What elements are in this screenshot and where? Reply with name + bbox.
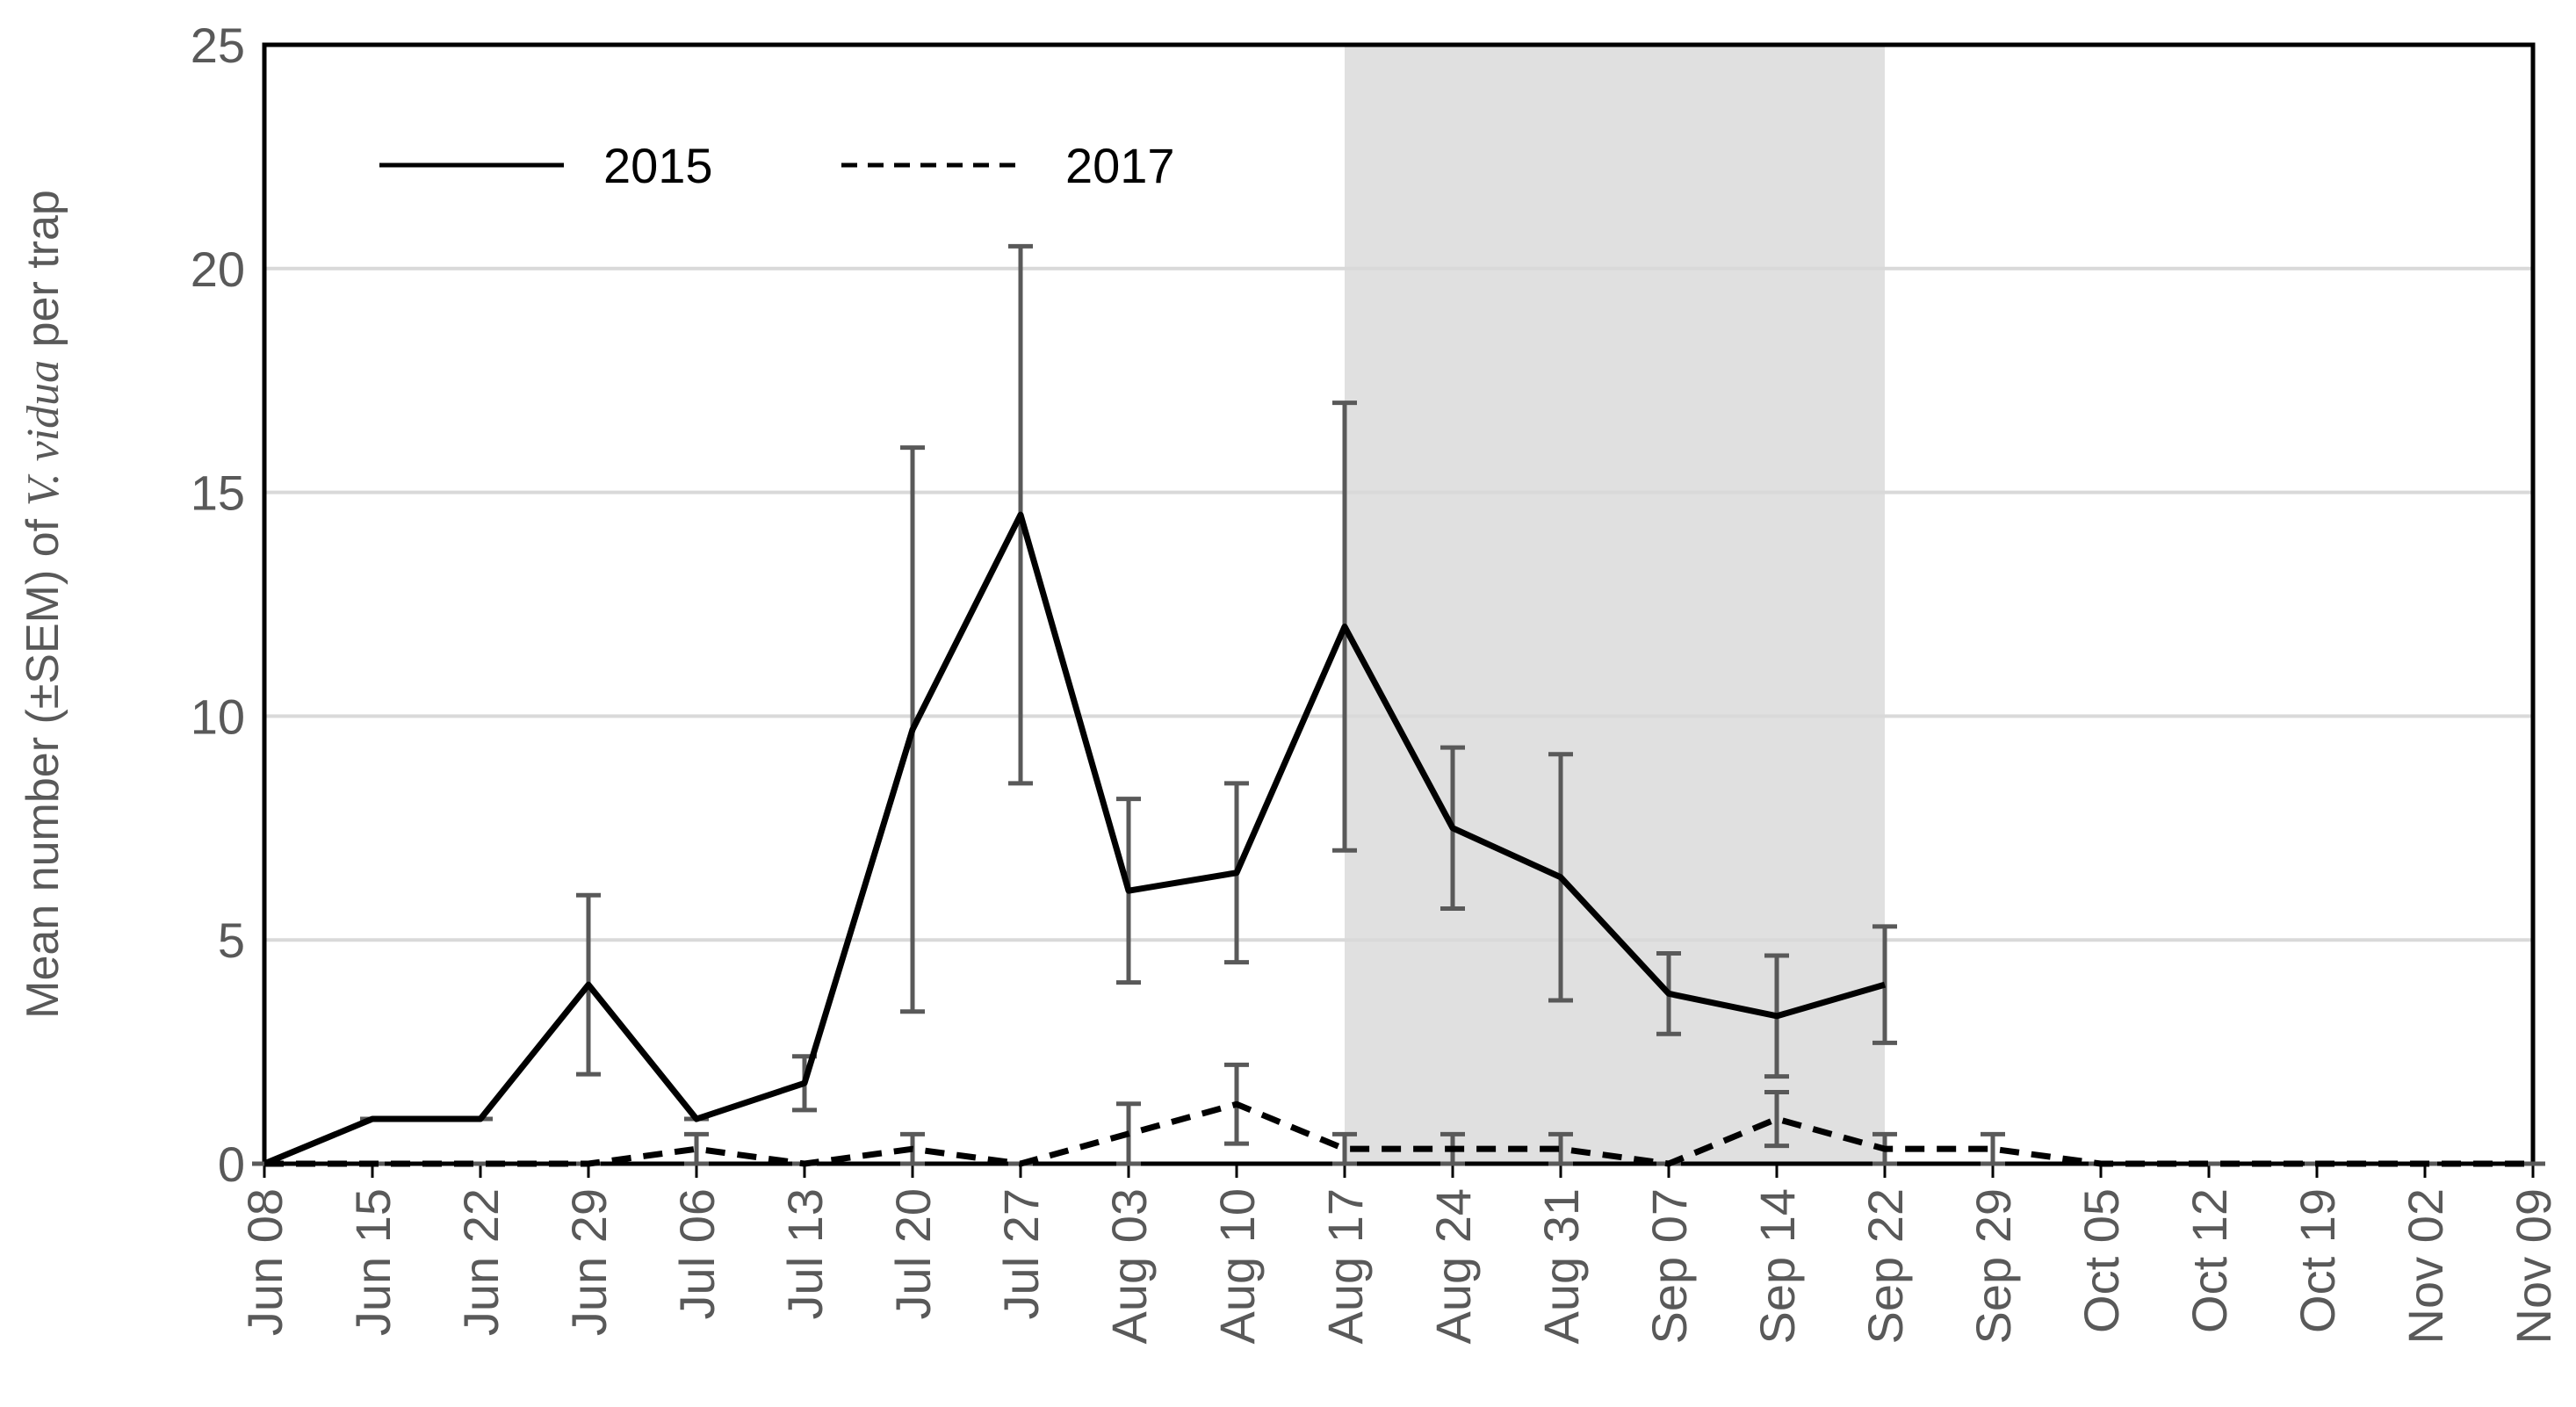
x-tick-label: Jul 06 bbox=[669, 1188, 725, 1319]
y-label-part: V. vidua bbox=[18, 360, 69, 507]
y-tick-label: 20 bbox=[191, 242, 245, 297]
error-bar bbox=[1764, 1089, 1789, 1149]
y-tick-label: 15 bbox=[191, 465, 245, 521]
y-axis-label: Mean number (±SEM) of V. vidua per trap bbox=[18, 190, 69, 1019]
series-line bbox=[264, 1100, 2533, 1167]
x-tick-label: Nov 09 bbox=[2506, 1188, 2561, 1344]
x-tick-label: Jun 29 bbox=[561, 1188, 617, 1336]
y-label-part: per trap bbox=[18, 190, 69, 360]
y-tick-label: 0 bbox=[218, 1136, 245, 1192]
y-tick-label: 10 bbox=[191, 689, 245, 744]
y-tick-label: 5 bbox=[218, 913, 245, 968]
x-tick-label: Jul 27 bbox=[993, 1188, 1049, 1319]
x-tick-label: Aug 03 bbox=[1101, 1188, 1157, 1345]
x-tick-label: Oct 12 bbox=[2182, 1188, 2237, 1333]
plot-frame bbox=[262, 42, 2536, 1166]
x-tick-label: Jul 13 bbox=[777, 1188, 833, 1319]
x-tick-label: Sep 22 bbox=[1858, 1188, 1913, 1345]
x-tick-label: Jun 22 bbox=[453, 1188, 509, 1336]
x-tick-label: Jun 08 bbox=[237, 1188, 292, 1336]
x-tick-label: Sep 07 bbox=[1642, 1188, 1697, 1345]
x-tick-label: Sep 29 bbox=[1966, 1188, 2021, 1345]
x-tick-label: Aug 31 bbox=[1533, 1188, 1589, 1345]
x-tick-label: Aug 10 bbox=[1209, 1188, 1265, 1345]
x-tick-label: Jul 20 bbox=[885, 1188, 941, 1319]
x-tick-label: Aug 17 bbox=[1317, 1188, 1373, 1345]
error-bar bbox=[1981, 1131, 2005, 1166]
x-tick-label: Oct 05 bbox=[2074, 1188, 2129, 1333]
y-tick-label: 25 bbox=[191, 18, 245, 73]
x-tick-label: Jun 15 bbox=[345, 1188, 400, 1336]
x-tick-label: Nov 02 bbox=[2398, 1188, 2453, 1344]
error-bar bbox=[1548, 1131, 1573, 1166]
shaded-region bbox=[1345, 45, 1885, 1164]
x-tick-label: Oct 19 bbox=[2290, 1188, 2345, 1333]
series-line bbox=[263, 511, 1886, 1167]
x-tick-label: Aug 24 bbox=[1425, 1188, 1481, 1345]
legend-label: 2017 bbox=[1065, 138, 1175, 193]
y-label-part: Mean number (±SEM) of bbox=[18, 506, 69, 1018]
error-bar bbox=[684, 1131, 709, 1166]
x-tick-label: Sep 14 bbox=[1750, 1188, 1805, 1345]
error-bar bbox=[1332, 1131, 1357, 1166]
legend-label: 2015 bbox=[603, 138, 713, 193]
error-bar bbox=[1872, 924, 1897, 1045]
